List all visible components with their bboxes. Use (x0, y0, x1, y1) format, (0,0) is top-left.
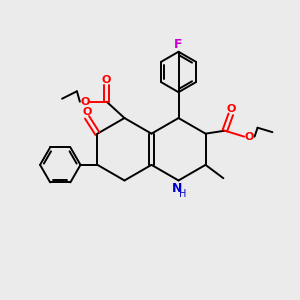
Text: O: O (102, 75, 111, 85)
Text: O: O (80, 97, 90, 107)
Text: H: H (179, 189, 187, 199)
Text: O: O (226, 104, 236, 114)
Text: F: F (174, 38, 183, 51)
Text: O: O (82, 107, 92, 117)
Text: O: O (245, 132, 254, 142)
Text: N: N (172, 182, 182, 195)
